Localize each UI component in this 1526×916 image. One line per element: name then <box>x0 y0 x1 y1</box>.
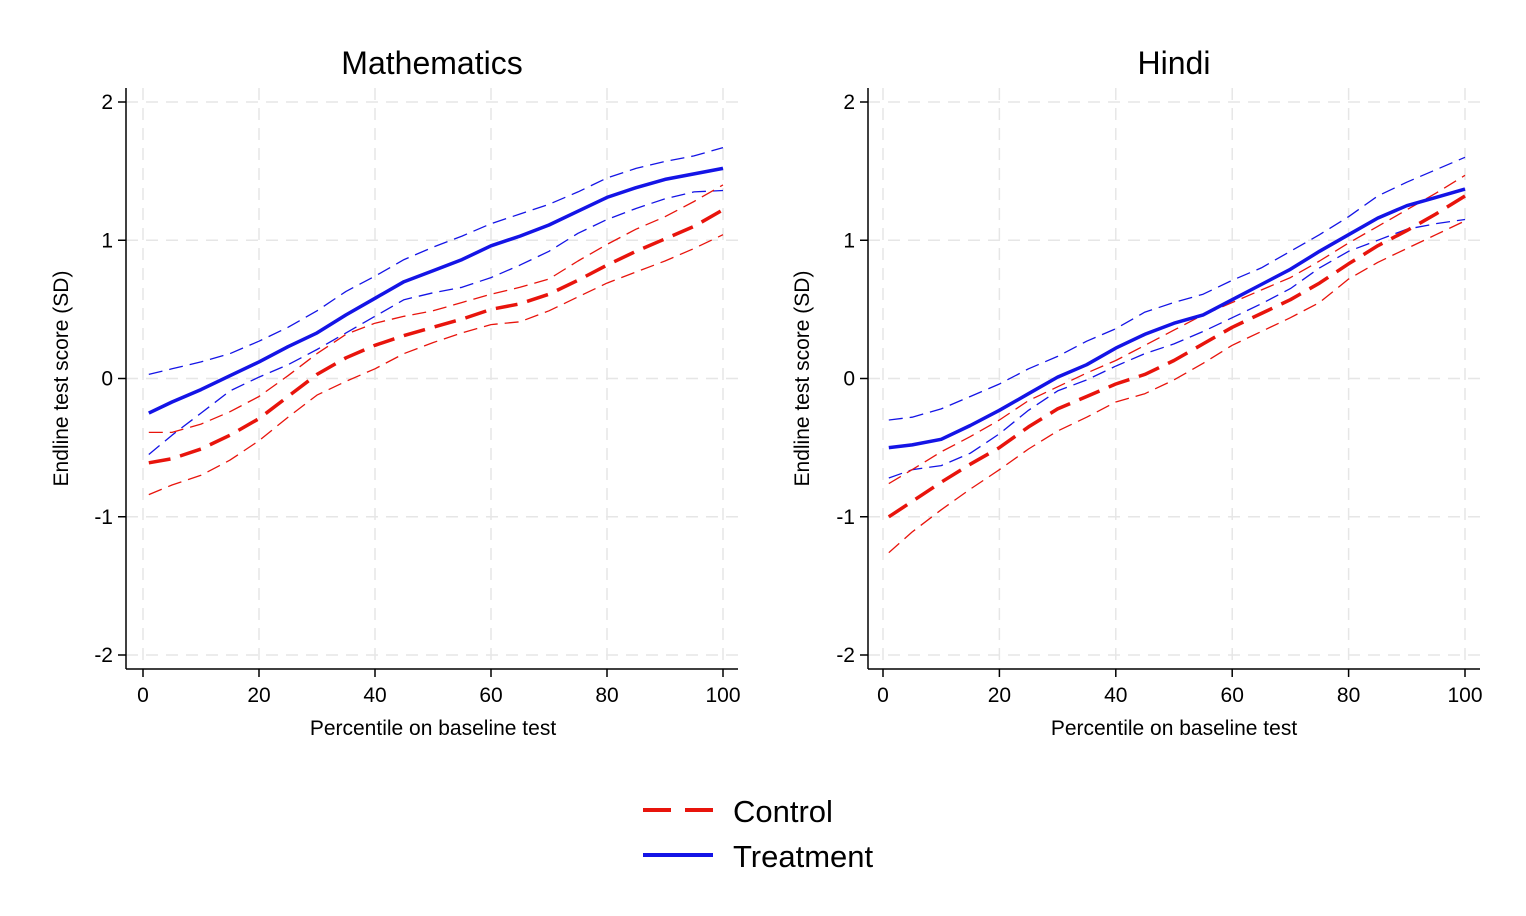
y-tick-label: 2 <box>101 91 113 114</box>
y-tick-label: 0 <box>101 368 113 391</box>
x-tick-label: 20 <box>247 684 270 707</box>
legend: Control Treatment <box>643 794 874 874</box>
control-lower-ci-line <box>888 220 1466 554</box>
x-tick-label: 0 <box>137 684 149 707</box>
y-tick-label: 1 <box>101 229 113 252</box>
x-tick-label: 80 <box>595 684 618 707</box>
panel-title: Mathematics <box>341 45 522 81</box>
y-tick-label: -2 <box>94 644 113 667</box>
treatment-upper-ci-line <box>148 146 724 376</box>
panels: 0 20 40 60 80 100-2-1012MathematicsPercentile… <box>50 45 1483 740</box>
x-axis-title: Percentile on baseline test <box>310 717 556 740</box>
legend-label-control: Control <box>733 794 833 829</box>
panel-title: Hindi <box>1138 45 1211 81</box>
x-tick-label: 60 <box>479 684 502 707</box>
x-tick-label: 40 <box>363 684 386 707</box>
y-tick-label: -1 <box>94 506 113 529</box>
control-upper-ci-line <box>148 184 724 434</box>
x-tick-label: 0 <box>877 684 889 707</box>
control-lower-ci-line <box>148 234 724 496</box>
x-tick-label: 80 <box>1337 684 1360 707</box>
treatment-estimate-line <box>888 187 1466 450</box>
control-estimate-line <box>887 194 1466 519</box>
x-tick-label: 100 <box>705 684 740 707</box>
treatment-lower-ci-line <box>148 189 724 455</box>
control-upper-ci-line <box>888 174 1466 485</box>
x-axis-title: Percentile on baseline test <box>1051 717 1297 740</box>
y-tick-label: 1 <box>843 229 855 252</box>
x-tick-label: 20 <box>988 684 1011 707</box>
y-tick-label: 2 <box>843 91 855 114</box>
x-tick-label: 100 <box>1447 684 1482 707</box>
x-tick-label: 60 <box>1221 684 1244 707</box>
treatment-estimate-line <box>148 166 724 415</box>
treatment-lower-ci-line <box>888 218 1466 479</box>
y-axis-title: Endline test score (SD) <box>50 271 73 487</box>
panel-mathematics: 0 20 40 60 80 100 -2 -1 0 1 2 Mathematics Percentile… <box>50 45 741 740</box>
legend-label-treatment: Treatment <box>733 839 874 874</box>
x-tick-label: 40 <box>1104 684 1127 707</box>
treatment-upper-ci-line <box>888 156 1466 421</box>
y-tick-label: 0 <box>843 368 855 391</box>
y-axis-title: Endline test score (SD) <box>791 271 814 487</box>
y-tick-label: -2 <box>836 644 855 667</box>
panel-hindi: 0 20 40 60 80 100 -2 -1 0 1 2 Hindi Percentile on ba… <box>791 45 1483 740</box>
gridlines <box>868 88 1480 669</box>
control-estimate-line <box>148 208 724 465</box>
y-tick-label: -1 <box>836 506 855 529</box>
